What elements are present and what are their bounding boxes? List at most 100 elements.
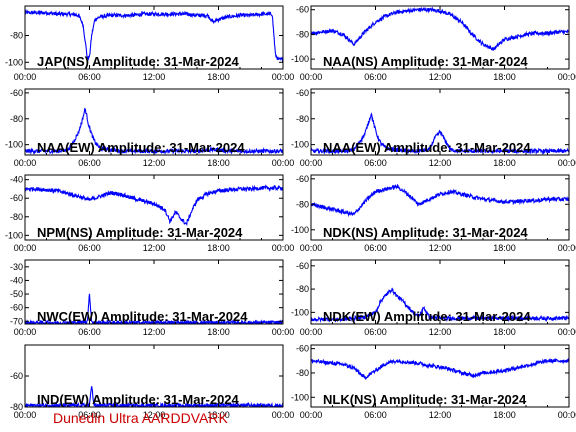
y-tick-label: -100 [5,230,23,240]
y-tick-label: -100 [291,392,309,402]
x-tick-label: 06:00 [78,243,101,253]
y-tick-label: -60 [10,371,23,381]
y-tick-label: -60 [10,88,23,98]
x-tick-label: 00:00 [558,410,576,420]
x-tick-label: 00:00 [272,72,295,82]
chart-panel-2: 00:00 06:00 12:00 18:00 00:00 -100 -80 -60 NAA(E… [5,88,294,168]
y-tick-label: -100 [291,140,309,150]
x-tick-label: 00:00 [14,410,37,420]
x-tick-label: 12:00 [143,243,166,253]
x-tick-label: 06:00 [78,327,101,337]
x-tick-label: 18:00 [207,158,230,168]
x-tick-label: 00:00 [300,327,323,337]
x-tick-label: 06:00 [78,410,101,420]
y-tick-label: -80 [296,284,309,294]
panel-title: NLK(NS) Amplitude: 31-Mar-2024 [323,392,527,407]
x-tick-label: 18:00 [493,410,516,420]
chart-panel-4: 00:00 06:00 12:00 18:00 00:00 -100 -80 -60 -40 NP… [5,174,295,253]
y-tick-label: -80 [10,30,23,40]
series-line [311,6,569,51]
x-tick-label: 00:00 [272,158,295,168]
panels: 00:00 06:00 12:00 18:00 00:00 -100 -80 JAP(NS) … [5,5,576,420]
y-tick-label: -60 [296,88,309,98]
x-tick-label: 00:00 [272,243,295,253]
x-tick-label: 00:00 [558,158,576,168]
panel-title: NWC(EW) Amplitude: 31-Mar-2024 [37,309,248,324]
x-tick-label: 12:00 [143,327,166,337]
y-tick-label: -40 [10,275,23,285]
panel-title: NAA(NS) Amplitude: 31-Mar-2024 [323,54,528,69]
x-tick-label: 12:00 [143,158,166,168]
x-tick-label: 18:00 [493,327,516,337]
x-tick-label: 18:00 [493,158,516,168]
panel-title: IND(EW) Amplitude: 31-Mar-2024 [37,392,240,407]
panel-title: NDK(NS) Amplitude: 31-Mar-2024 [323,225,528,240]
x-tick-label: 06:00 [364,327,387,337]
series-line [311,112,569,155]
series-line [25,184,283,227]
series-line [25,8,283,63]
panel-title: JAP(NS) Amplitude: 31-Mar-2024 [37,54,240,69]
x-tick-label: 00:00 [14,158,37,168]
series-line [311,357,569,381]
panel-title: NPM(NS) Amplitude: 31-Mar-2024 [37,225,243,240]
panel-title: NAA(EW) Amplitude: 31-Mar-2024 [37,140,245,155]
x-tick-label: 12:00 [429,327,452,337]
chart-panel-5: 00:00 06:00 12:00 18:00 00:00 -100 -80 -60 NDK(N… [291,174,576,253]
chart-panel-9: 00:00 06:00 12:00 18:00 00:00 -100 -80 -60 NLK(N… [291,344,576,420]
x-tick-label: 12:00 [429,158,452,168]
y-tick-label: -50 [10,289,23,299]
x-tick-label: 00:00 [272,327,295,337]
series-line [311,287,569,323]
x-tick-label: 00:00 [558,72,576,82]
x-tick-label: 00:00 [14,72,37,82]
panel-title: NAA(EW) Amplitude: 31-Mar-2024 [323,140,531,155]
x-tick-label: 18:00 [207,243,230,253]
x-tick-label: 06:00 [364,410,387,420]
x-tick-label: 12:00 [143,72,166,82]
x-tick-label: 00:00 [272,410,295,420]
chart-panel-0: 00:00 06:00 12:00 18:00 00:00 -100 -80 JAP(NS) … [5,5,295,82]
x-tick-label: 00:00 [300,72,323,82]
y-tick-label: -100 [291,225,309,235]
x-tick-label: 18:00 [207,72,230,82]
y-tick-label: -80 [296,199,309,209]
y-tick-label: -100 [5,57,23,67]
y-tick-label: -40 [10,175,23,185]
x-tick-label: 06:00 [78,158,101,168]
series-line [311,183,569,218]
x-tick-label: 00:00 [558,243,576,253]
y-tick-label: -60 [10,303,23,313]
credit-text: Dunedin Ultra AARDDVARK [53,410,228,426]
y-tick-label: -80 [296,114,309,124]
y-tick-label: -60 [10,193,23,203]
x-tick-label: 18:00 [207,327,230,337]
chart-panel-1: 00:00 06:00 12:00 18:00 00:00 -100 -80 -60 NAA(N… [291,5,576,82]
x-tick-label: 00:00 [300,158,323,168]
y-tick-label: -60 [296,5,309,15]
x-tick-label: 12:00 [143,410,166,420]
chart-panel-3: 00:00 06:00 12:00 18:00 00:00 -100 -80 -60 NAA(E… [291,88,576,168]
x-tick-label: 18:00 [493,72,516,82]
x-tick-label: 00:00 [300,410,323,420]
y-tick-label: -80 [296,368,309,378]
x-tick-label: 00:00 [300,243,323,253]
y-tick-label: -80 [10,402,23,412]
x-tick-label: 06:00 [364,243,387,253]
y-tick-label: -80 [296,29,309,39]
y-tick-label: -100 [291,307,309,317]
x-tick-label: 00:00 [14,243,37,253]
x-tick-label: 06:00 [364,72,387,82]
y-tick-label: -80 [10,212,23,222]
x-tick-label: 06:00 [78,72,101,82]
y-tick-label: -80 [10,114,23,124]
x-tick-label: 18:00 [493,243,516,253]
x-tick-label: 00:00 [558,327,576,337]
y-tick-label: -70 [10,316,23,326]
x-tick-label: 18:00 [207,410,230,420]
x-tick-label: 12:00 [429,410,452,420]
panel-title: NDK(EW) Amplitude: 31-Mar-2024 [323,309,531,324]
y-tick-label: -100 [5,140,23,150]
